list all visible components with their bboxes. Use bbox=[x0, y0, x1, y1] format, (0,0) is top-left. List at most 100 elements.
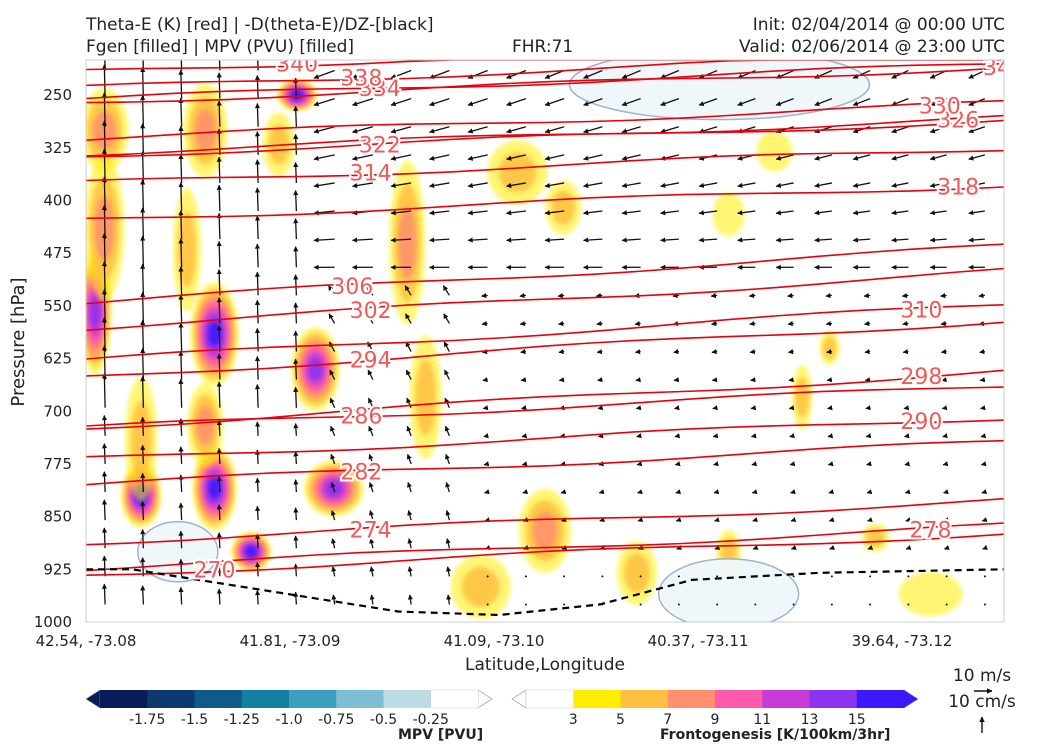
wind-vector bbox=[558, 321, 565, 327]
theta-e-contour bbox=[86, 267, 1004, 332]
wind-vector bbox=[254, 74, 261, 99]
wind-vector bbox=[254, 159, 261, 183]
wind-vector bbox=[558, 377, 565, 383]
wind-vector bbox=[524, 575, 527, 578]
wind-vector bbox=[101, 499, 108, 521]
wind-vector bbox=[698, 237, 718, 243]
x-tick-label: 40.37, -73.11 bbox=[648, 632, 749, 650]
wind-vector bbox=[713, 461, 719, 467]
theta-e-label: 278 bbox=[910, 518, 952, 543]
mpv-colorbar-swatch bbox=[147, 690, 195, 708]
theta-e-label: 286 bbox=[340, 404, 382, 429]
wind-vector bbox=[716, 603, 719, 606]
x-tick-label: 39.64, -73.12 bbox=[852, 632, 953, 650]
fgen-colorbar-tick: 11 bbox=[753, 712, 771, 728]
wind-vector bbox=[467, 98, 488, 107]
wind-vector bbox=[943, 517, 950, 523]
wind-vector bbox=[218, 60, 221, 71]
wind-vector bbox=[827, 461, 834, 467]
wind-vector bbox=[467, 126, 488, 134]
wind-vector bbox=[891, 210, 909, 216]
wind-vector bbox=[178, 97, 184, 127]
wind-vector bbox=[905, 544, 912, 550]
wind-vector bbox=[583, 69, 603, 79]
wind-vector bbox=[867, 544, 874, 550]
wind-reference-vertical: 10 cm/s bbox=[948, 692, 1016, 712]
wind-vector bbox=[775, 98, 794, 106]
wind-vector bbox=[446, 594, 452, 605]
wind-vector bbox=[891, 182, 909, 188]
wind-vector bbox=[521, 433, 528, 439]
wind-vector bbox=[390, 237, 412, 243]
fgen-fill bbox=[532, 511, 558, 550]
wind-vector bbox=[390, 126, 412, 134]
wind-vector bbox=[544, 210, 565, 216]
wind-vector bbox=[901, 292, 909, 299]
y-tick-label: 625 bbox=[43, 350, 72, 368]
zero-contour bbox=[86, 568, 1004, 617]
wind-vector bbox=[598, 489, 605, 495]
wind-vector bbox=[867, 517, 873, 523]
wind-vector bbox=[903, 377, 909, 383]
wind-vector bbox=[367, 397, 374, 409]
wind-vector bbox=[178, 238, 184, 268]
wind-vector bbox=[407, 594, 414, 605]
wind-vector bbox=[787, 292, 794, 299]
wind-vector bbox=[788, 377, 794, 383]
wind-vector bbox=[737, 210, 756, 216]
wind-vector bbox=[444, 425, 450, 437]
wind-vector bbox=[445, 510, 451, 521]
wind-vector bbox=[864, 321, 871, 327]
wind-vector bbox=[331, 594, 337, 605]
wind-vector bbox=[404, 313, 412, 324]
wind-vector bbox=[968, 182, 986, 188]
wind-vector bbox=[216, 532, 222, 549]
wind-vector bbox=[827, 405, 833, 411]
wind-vector bbox=[561, 517, 567, 523]
wind-vector bbox=[852, 98, 871, 106]
fgen-colorbar-swatch bbox=[856, 690, 905, 708]
wind-vector bbox=[368, 453, 374, 465]
fgen-colorbar-tick: 5 bbox=[616, 712, 625, 728]
wind-vector bbox=[368, 425, 374, 437]
wind-vector bbox=[407, 566, 413, 577]
theta-e-contour bbox=[86, 99, 1004, 141]
wind-vector bbox=[293, 358, 299, 380]
wind-vector bbox=[521, 405, 527, 411]
wind-vector bbox=[313, 182, 335, 189]
wind-vector bbox=[978, 292, 985, 299]
wind-vector bbox=[140, 179, 146, 212]
theta-e-label: 310 bbox=[900, 298, 942, 323]
wind-vector bbox=[329, 369, 336, 380]
wind-vector bbox=[789, 433, 795, 439]
wind-vector bbox=[905, 517, 911, 523]
wind-vector bbox=[561, 544, 568, 550]
theta-e-contour bbox=[86, 149, 1004, 182]
wind-vector bbox=[216, 419, 222, 436]
filled-fields bbox=[86, 60, 963, 622]
wind-vector bbox=[750, 405, 757, 411]
wind-vector bbox=[254, 533, 261, 549]
wind-vector bbox=[101, 583, 108, 605]
wind-vector bbox=[216, 381, 222, 408]
wind-vector bbox=[351, 182, 373, 189]
wind-vector bbox=[101, 373, 108, 408]
wind-vector bbox=[929, 154, 947, 161]
wind-vector bbox=[869, 575, 872, 578]
wind-vector bbox=[328, 285, 336, 296]
theta-e-label: 282 bbox=[340, 461, 382, 486]
wind-vector bbox=[445, 453, 450, 465]
wind-vector bbox=[639, 603, 642, 606]
wind-vector bbox=[486, 575, 489, 578]
fgen-fill bbox=[712, 192, 745, 237]
wind-vector bbox=[557, 292, 565, 299]
wind-vector bbox=[775, 182, 794, 188]
wind-vector bbox=[660, 69, 680, 79]
wind-vector bbox=[140, 263, 146, 296]
wind-vector bbox=[429, 126, 450, 134]
wind-vector bbox=[486, 603, 489, 606]
theta-e-label: 318 bbox=[937, 175, 979, 200]
wind-vector bbox=[852, 69, 871, 79]
wind-vector bbox=[140, 472, 146, 493]
wind-vector bbox=[754, 603, 757, 606]
